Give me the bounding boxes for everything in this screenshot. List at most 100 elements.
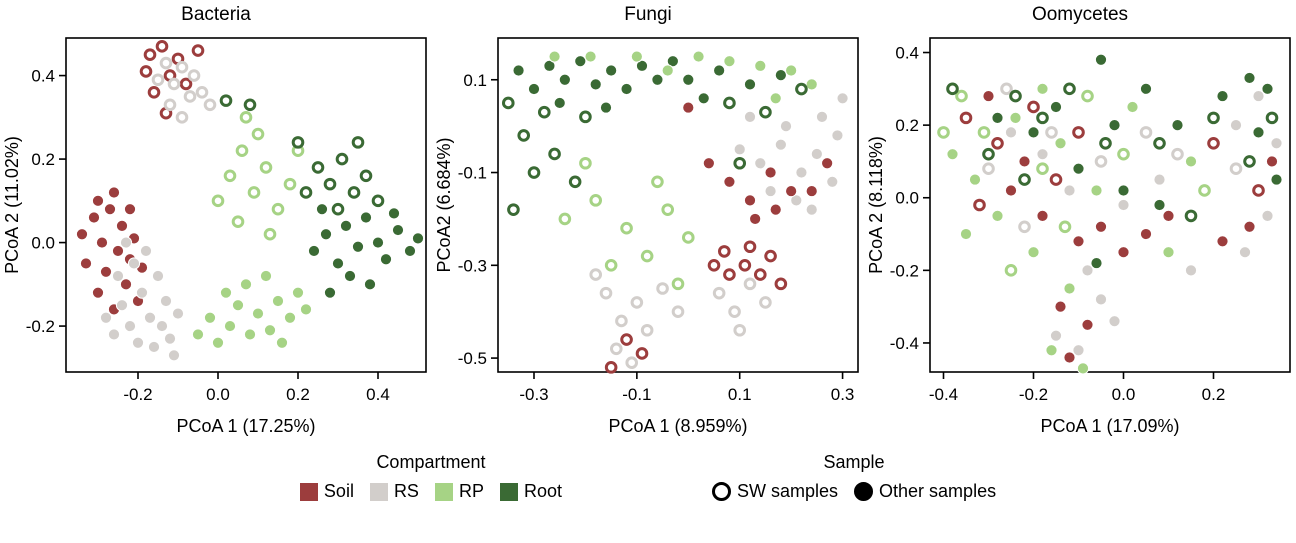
data-point-open-soil bbox=[1252, 184, 1265, 197]
data-point-filled-rp bbox=[1027, 246, 1040, 259]
data-point-open-soil bbox=[143, 48, 157, 62]
data-point-filled-rs bbox=[147, 340, 161, 354]
data-point-open-rp bbox=[1058, 220, 1072, 234]
data-point-filled-rs bbox=[743, 110, 757, 123]
data-point-filled-soil bbox=[99, 265, 113, 278]
data-point-filled-soil bbox=[75, 228, 89, 241]
data-point-filled-rp bbox=[1054, 137, 1067, 150]
data-point-open-root bbox=[219, 94, 233, 107]
data-point-open-soil bbox=[155, 40, 169, 53]
data-point-open-rs bbox=[167, 77, 181, 91]
data-point-filled-rs bbox=[127, 257, 141, 270]
data-point-filled-root bbox=[323, 286, 337, 299]
data-point-open-root bbox=[527, 166, 541, 179]
data-point-filled-rp bbox=[1045, 344, 1058, 357]
data-point-filled-root bbox=[774, 69, 787, 82]
data-point-filled-root bbox=[1090, 256, 1103, 270]
data-point-filled-soil bbox=[1072, 235, 1085, 248]
data-point-filled-rs bbox=[151, 269, 165, 283]
data-point-open-root bbox=[507, 203, 520, 216]
data-point-filled-soil bbox=[1216, 235, 1229, 248]
data-point-filled-rs bbox=[1270, 137, 1283, 150]
data-point-open-rs bbox=[203, 98, 217, 112]
data-point-open-root bbox=[548, 147, 561, 161]
data-point-open-root bbox=[1099, 136, 1112, 150]
legend-label-open: SW samples bbox=[737, 481, 839, 501]
data-point-filled-rs bbox=[1229, 119, 1243, 132]
data-point-filled-root bbox=[620, 82, 633, 96]
data-point-open-root bbox=[733, 156, 747, 170]
data-point-filled-rs bbox=[135, 286, 149, 299]
data-point-filled-rp bbox=[239, 278, 253, 291]
data-point-filled-soil bbox=[103, 203, 117, 216]
data-point-filled-root bbox=[315, 203, 329, 216]
data-point-filled-rs bbox=[167, 349, 181, 362]
data-point-open-rs bbox=[640, 323, 654, 337]
data-point-open-rp bbox=[235, 144, 249, 158]
data-point-open-root bbox=[299, 186, 313, 199]
x-tick-label: 0.0 bbox=[1112, 385, 1136, 404]
data-point-open-rs bbox=[615, 314, 628, 328]
data-point-filled-rp bbox=[991, 209, 1004, 222]
legend-sample-items: SW samples Other samples bbox=[712, 481, 996, 502]
data-point-filled-soil bbox=[805, 184, 818, 198]
data-point-open-root bbox=[579, 110, 592, 124]
legend-item-rp: RP bbox=[434, 481, 484, 502]
data-point-open-soil bbox=[973, 198, 986, 212]
data-point-open-soil bbox=[991, 136, 1004, 150]
data-point-open-root bbox=[537, 105, 551, 119]
y-tick-label: -0.4 bbox=[890, 334, 919, 353]
data-point-open-soil bbox=[1049, 173, 1063, 186]
plot-box bbox=[65, 37, 427, 373]
data-point-filled-rp bbox=[769, 92, 782, 105]
data-point-filled-rs bbox=[163, 332, 177, 345]
data-point-filled-soil bbox=[1117, 246, 1130, 259]
data-point-open-rs bbox=[175, 60, 189, 74]
data-point-filled-rs bbox=[1094, 293, 1108, 306]
data-point-filled-rp bbox=[723, 55, 736, 68]
data-point-filled-rp bbox=[259, 269, 273, 283]
data-point-filled-soil bbox=[764, 166, 777, 179]
data-point-open-rp bbox=[955, 89, 968, 103]
data-point-filled-soil bbox=[123, 203, 137, 216]
data-point-filled-root bbox=[1072, 162, 1085, 175]
data-point-filled-rp bbox=[1090, 184, 1103, 197]
data-point-open-soil bbox=[1207, 136, 1220, 150]
legend-label-rs: RS bbox=[393, 481, 419, 501]
legend-label-soil: Soil bbox=[323, 481, 354, 501]
data-point-filled-soil bbox=[749, 212, 762, 226]
data-point-open-rp bbox=[937, 126, 950, 139]
data-point-filled-root bbox=[1027, 126, 1040, 139]
data-point-open-soil bbox=[1027, 100, 1040, 114]
data-point-open-soil bbox=[753, 268, 767, 281]
data-point-filled-root bbox=[1094, 53, 1108, 66]
data-point-filled-root bbox=[651, 73, 664, 86]
data-point-open-rs bbox=[609, 342, 623, 356]
data-point-filled-rp bbox=[271, 294, 285, 308]
plot-box bbox=[929, 37, 1291, 373]
data-point-filled-rs bbox=[1004, 126, 1018, 139]
color-swatch-rp bbox=[434, 482, 453, 501]
data-point-filled-soil bbox=[769, 203, 782, 216]
data-point-filled-root bbox=[527, 82, 541, 96]
data-point-open-rp bbox=[604, 259, 618, 272]
data-point-filled-rp bbox=[1162, 246, 1175, 259]
data-point-filled-root bbox=[1216, 89, 1229, 103]
data-point-open-root bbox=[501, 96, 515, 110]
data-point-open-root bbox=[1153, 136, 1166, 150]
data-point-filled-rs bbox=[1108, 315, 1121, 328]
data-point-open-rp bbox=[211, 194, 225, 208]
data-point-open-root bbox=[1036, 111, 1049, 125]
legend-label-root: Root bbox=[523, 481, 562, 501]
data-point-open-rp bbox=[1004, 264, 1018, 277]
data-point-open-rp bbox=[283, 177, 297, 191]
data-point-filled-rs bbox=[1072, 344, 1085, 357]
data-point-filled-rs bbox=[111, 269, 125, 283]
data-point-open-soil bbox=[604, 361, 618, 374]
x-tick-label: -0.4 bbox=[929, 385, 958, 404]
data-point-open-rp bbox=[640, 249, 654, 263]
data-point-filled-root bbox=[1243, 71, 1256, 85]
data-point-open-root bbox=[946, 82, 959, 96]
data-point-filled-soil bbox=[95, 236, 109, 249]
